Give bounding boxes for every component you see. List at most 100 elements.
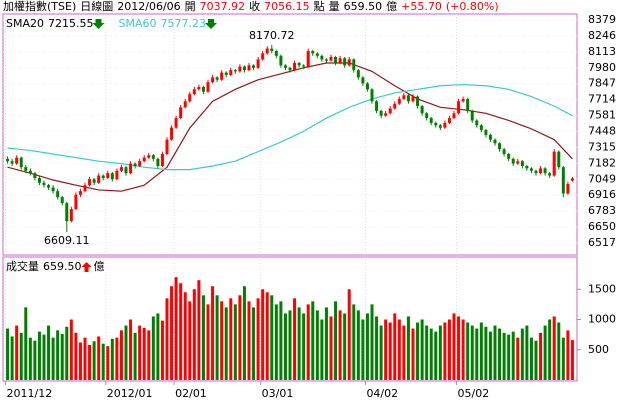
volume-bar bbox=[101, 343, 105, 380]
legend-name: SMA60 bbox=[119, 17, 157, 30]
header-part: 億 bbox=[386, 0, 397, 13]
volume-bar bbox=[151, 316, 155, 380]
candle-body bbox=[502, 149, 506, 155]
volume-bar bbox=[229, 298, 233, 380]
candle-body bbox=[88, 179, 92, 186]
candle-body bbox=[156, 158, 160, 167]
volume-bar bbox=[270, 295, 274, 380]
candle-body bbox=[261, 53, 265, 60]
candle-body bbox=[220, 72, 224, 80]
candle-body bbox=[520, 161, 524, 167]
volume-unit: 億 bbox=[94, 260, 105, 273]
volume-bar bbox=[365, 313, 369, 380]
volume-bar bbox=[429, 328, 433, 380]
legend-value: 7577.23 bbox=[161, 17, 207, 30]
volume-bar bbox=[183, 292, 187, 380]
volume-bar bbox=[133, 332, 137, 380]
volume-bar bbox=[115, 337, 119, 380]
volume-bar bbox=[147, 330, 151, 380]
candle-body bbox=[347, 59, 351, 66]
candle-body bbox=[557, 151, 561, 168]
volume-bar bbox=[274, 304, 278, 380]
volume-bar bbox=[92, 341, 96, 380]
x-tick-label: 05/02 bbox=[458, 387, 490, 400]
candle-body bbox=[142, 157, 146, 162]
volume-bar bbox=[370, 304, 374, 380]
candle-body bbox=[270, 48, 274, 52]
volume-bar bbox=[37, 331, 41, 380]
volume-bar bbox=[252, 307, 256, 380]
volume-bar bbox=[447, 319, 451, 380]
candle-body bbox=[174, 118, 178, 128]
volume-bar bbox=[215, 295, 219, 380]
candle-body bbox=[224, 72, 228, 75]
volume-bar bbox=[548, 319, 552, 380]
candle-body bbox=[338, 58, 342, 63]
candle-body bbox=[416, 96, 420, 107]
candle-body bbox=[170, 127, 174, 140]
candle-body bbox=[315, 53, 319, 56]
candle-body bbox=[543, 168, 547, 174]
volume-bar bbox=[201, 295, 205, 380]
volume-bar bbox=[197, 280, 201, 380]
candle-body bbox=[548, 173, 552, 176]
y-tick-label: 6517 bbox=[588, 236, 616, 249]
y-tick-label: 8379 bbox=[588, 13, 616, 26]
volume-bar bbox=[557, 322, 561, 380]
y-tick-label: 6783 bbox=[588, 204, 616, 217]
trend-arrow bbox=[81, 262, 92, 272]
candle-body bbox=[539, 168, 543, 174]
candle-body bbox=[406, 95, 410, 102]
candle-body bbox=[110, 173, 114, 180]
x-tick-label: 03/01 bbox=[262, 387, 294, 400]
candle-body bbox=[470, 110, 474, 121]
candle-body bbox=[361, 77, 365, 84]
volume-bar bbox=[279, 301, 283, 380]
volume-bar bbox=[457, 316, 461, 380]
candle-body bbox=[15, 157, 19, 164]
volume-bar bbox=[293, 298, 297, 380]
volume-bar bbox=[28, 337, 32, 380]
header-part: 點 bbox=[314, 0, 325, 13]
candle-body bbox=[160, 154, 164, 167]
volume-bar bbox=[97, 336, 101, 380]
candle-body bbox=[566, 183, 570, 194]
candle-body bbox=[215, 77, 219, 80]
volume-bar bbox=[170, 286, 174, 380]
volume-bar bbox=[566, 330, 570, 380]
candle-body bbox=[106, 173, 110, 178]
volume-bar bbox=[188, 301, 192, 380]
volume-bar bbox=[160, 320, 164, 380]
candle-body bbox=[138, 161, 142, 167]
candle-body bbox=[28, 170, 32, 174]
candle-body bbox=[101, 175, 105, 178]
candle-body bbox=[466, 98, 470, 111]
candle-body bbox=[375, 101, 379, 111]
y-tick-label: 6650 bbox=[588, 220, 616, 233]
candle-body bbox=[498, 143, 502, 150]
volume-bar bbox=[352, 304, 356, 380]
candle-body bbox=[133, 163, 137, 167]
y-tick-label: 8246 bbox=[588, 29, 616, 42]
candle-body bbox=[19, 157, 23, 168]
legend-name: SMA20 bbox=[6, 17, 44, 30]
annotation: 6609.11 bbox=[44, 234, 90, 247]
candle-body bbox=[511, 158, 515, 164]
candle-body bbox=[329, 57, 333, 61]
candle-body bbox=[119, 167, 123, 171]
candle-body bbox=[6, 158, 10, 162]
candle-body bbox=[229, 70, 233, 75]
y-tick-label: 7049 bbox=[588, 172, 616, 185]
candle-body bbox=[388, 108, 392, 114]
candle-body bbox=[306, 51, 310, 67]
y-tick-label: 7448 bbox=[588, 125, 616, 138]
volume-bar bbox=[51, 337, 55, 380]
price-panel bbox=[2, 13, 578, 256]
y-tick-label: 7980 bbox=[588, 61, 616, 74]
candle-body bbox=[183, 101, 187, 108]
volume-bar bbox=[6, 328, 10, 380]
candle-body bbox=[552, 151, 556, 176]
candle-body bbox=[179, 107, 183, 119]
candle-body bbox=[42, 182, 46, 186]
